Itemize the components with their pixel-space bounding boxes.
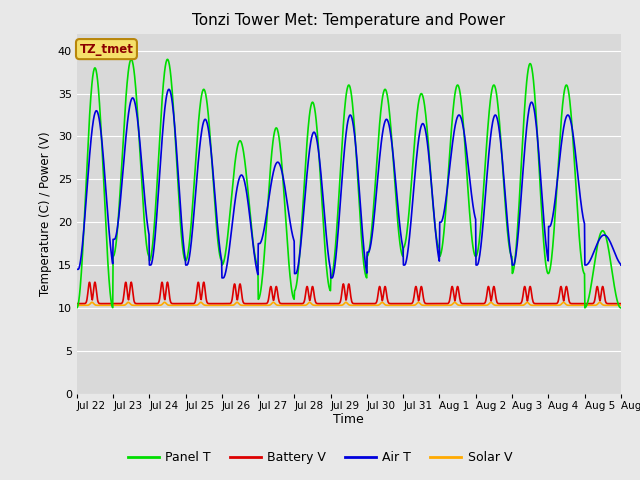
Text: TZ_tmet: TZ_tmet [79,43,133,56]
X-axis label: Time: Time [333,413,364,426]
Air T [434,249,442,255]
Battery V [255,300,263,306]
Battery V [181,300,189,306]
Solar V [194,302,202,308]
Solar V [553,302,561,308]
Line: Panel T: Panel T [77,60,621,308]
Title: Tonzi Tower Met: Temperature and Power: Tonzi Tower Met: Temperature and Power [192,13,506,28]
Panel T [617,305,625,311]
Air T [195,160,202,166]
Battery V [505,300,513,306]
Battery V [91,279,99,285]
Panel T [181,257,189,263]
Line: Solar V: Solar V [77,302,621,305]
Air T [73,266,81,272]
Solar V [617,302,625,308]
Legend: Panel T, Battery V, Air T, Solar V: Panel T, Battery V, Air T, Solar V [123,446,517,469]
Panel T [553,190,561,195]
Battery V [434,300,442,306]
Battery V [617,300,625,306]
Solar V [255,302,263,308]
Solar V [73,302,81,308]
Y-axis label: Temperature (C) / Power (V): Temperature (C) / Power (V) [39,132,52,296]
Panel T [505,239,513,244]
Air T [553,181,561,187]
Panel T [434,240,442,246]
Solar V [180,302,188,308]
Air T [181,254,189,260]
Battery V [553,300,561,306]
Air T [617,262,625,268]
Panel T [255,295,263,301]
Line: Battery V: Battery V [77,282,621,303]
Air T [255,240,263,247]
Solar V [434,302,442,308]
Solar V [505,302,513,308]
Air T [165,86,173,92]
Air T [218,275,226,281]
Panel T [195,123,202,129]
Battery V [73,300,81,306]
Line: Air T: Air T [77,89,621,278]
Air T [505,235,513,241]
Panel T [127,57,135,62]
Battery V [195,279,202,285]
Solar V [233,300,241,305]
Panel T [73,305,81,311]
